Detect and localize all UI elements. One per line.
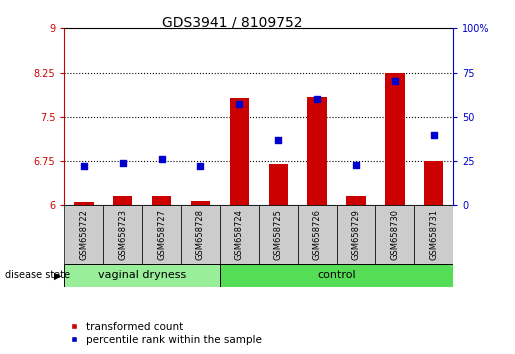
Bar	[152, 196, 171, 205]
Text: GSM658724: GSM658724	[235, 209, 244, 260]
Point	[80, 164, 88, 169]
Text: GSM658725: GSM658725	[274, 209, 283, 260]
Bar	[74, 202, 94, 205]
Text: GSM658723: GSM658723	[118, 209, 127, 260]
Bar	[191, 201, 210, 205]
Point	[118, 160, 127, 166]
Bar	[375, 205, 414, 264]
Bar	[220, 264, 453, 287]
Bar	[220, 205, 259, 264]
Bar	[259, 205, 298, 264]
Point	[391, 79, 399, 84]
Bar	[181, 205, 220, 264]
Bar	[298, 205, 336, 264]
Point	[158, 156, 166, 162]
Bar	[337, 205, 375, 264]
Legend: transformed count, percentile rank within the sample: transformed count, percentile rank withi…	[70, 322, 262, 345]
Bar	[385, 73, 405, 205]
Bar	[424, 161, 443, 205]
Text: GSM658728: GSM658728	[196, 209, 205, 260]
Text: GDS3941 / 8109752: GDS3941 / 8109752	[162, 16, 302, 30]
Text: GSM658729: GSM658729	[352, 209, 360, 260]
Text: disease state: disease state	[5, 270, 70, 280]
Text: ▶: ▶	[54, 270, 61, 280]
Bar	[113, 196, 132, 205]
Bar	[268, 164, 288, 205]
Text: control: control	[317, 270, 356, 280]
Bar	[230, 98, 249, 205]
Point	[313, 96, 321, 102]
Bar	[346, 196, 366, 205]
Bar	[414, 205, 453, 264]
Text: vaginal dryness: vaginal dryness	[98, 270, 186, 280]
Point	[352, 162, 360, 167]
Text: GSM658727: GSM658727	[157, 209, 166, 260]
Point	[196, 164, 204, 169]
Bar	[103, 205, 142, 264]
Bar	[64, 205, 103, 264]
Text: GSM658730: GSM658730	[390, 209, 399, 260]
Text: GSM658731: GSM658731	[430, 209, 438, 260]
Bar	[142, 205, 181, 264]
Point	[235, 102, 244, 107]
Point	[430, 132, 438, 137]
Text: GSM658722: GSM658722	[79, 209, 88, 260]
Bar	[307, 97, 327, 205]
Bar	[64, 264, 220, 287]
Text: GSM658726: GSM658726	[313, 209, 321, 260]
Point	[274, 137, 282, 143]
